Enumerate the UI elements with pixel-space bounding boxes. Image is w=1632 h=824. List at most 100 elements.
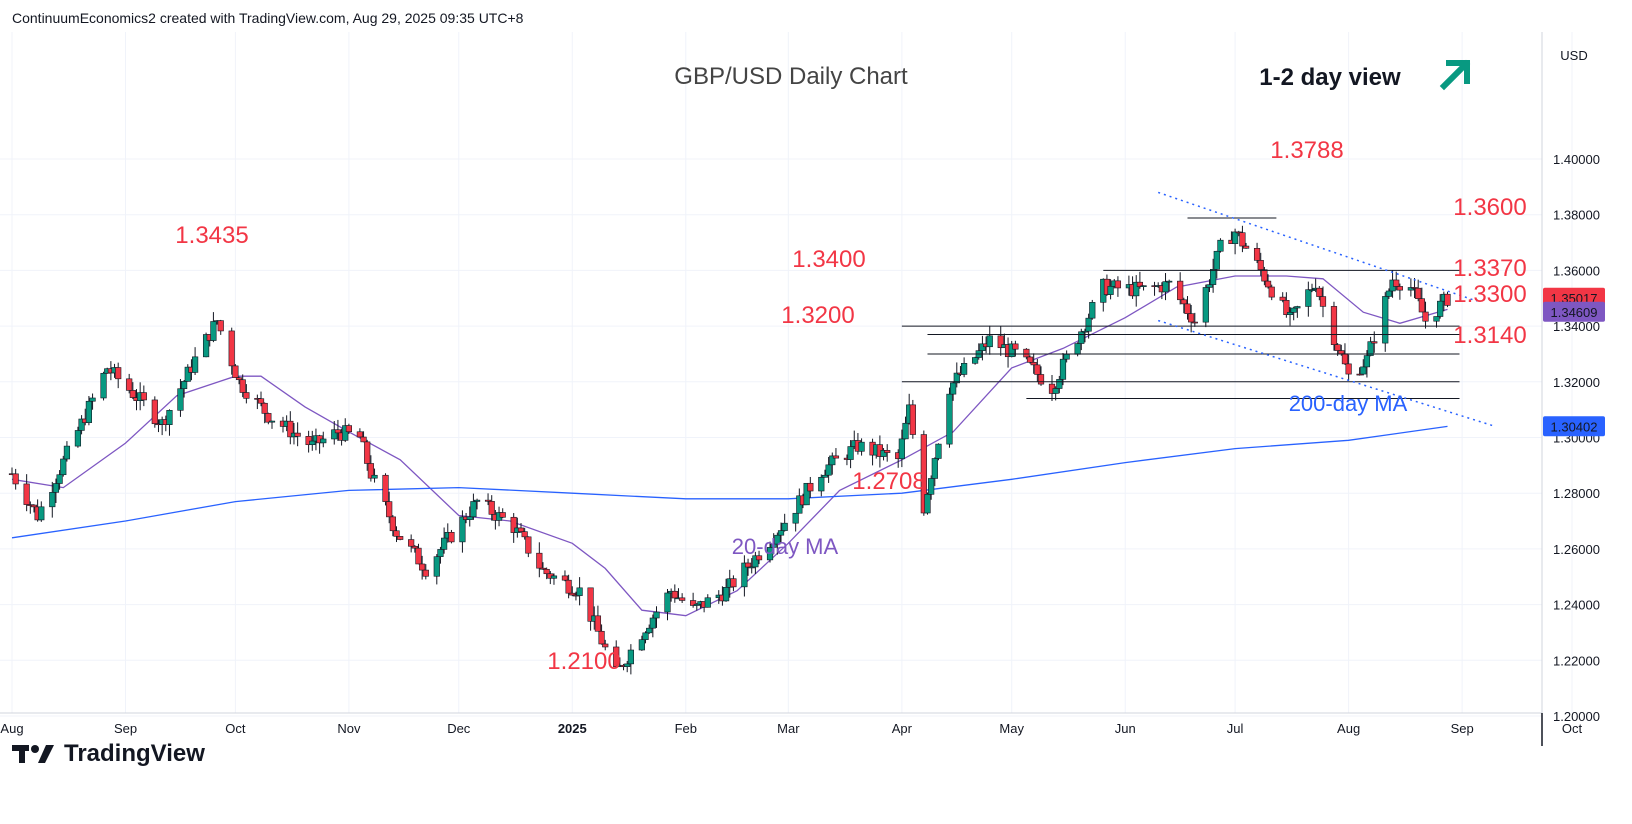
candle-body bbox=[305, 436, 312, 446]
candle-body bbox=[946, 393, 953, 445]
candle-body bbox=[1437, 300, 1444, 317]
candle-body bbox=[792, 512, 799, 524]
candle bbox=[1239, 225, 1246, 253]
candle bbox=[386, 491, 393, 524]
candle-body bbox=[627, 649, 634, 665]
candle bbox=[1206, 279, 1213, 293]
candle bbox=[265, 412, 272, 425]
time-tick-label: Sep bbox=[1451, 721, 1474, 736]
candle-body bbox=[1444, 293, 1451, 306]
level-label-1.3600: 1.3600 bbox=[1453, 194, 1526, 221]
candle bbox=[598, 624, 605, 645]
candle-body bbox=[30, 504, 38, 508]
tradingview-brand: TradingView bbox=[64, 740, 205, 767]
candle-body bbox=[331, 429, 338, 440]
candle bbox=[1360, 359, 1367, 376]
candle-body bbox=[1166, 280, 1173, 283]
candle bbox=[832, 448, 840, 459]
candle-body bbox=[1308, 289, 1316, 291]
candle-body bbox=[920, 434, 927, 514]
candle-body bbox=[924, 494, 931, 514]
candle-body bbox=[744, 562, 752, 568]
candle-body bbox=[1396, 286, 1403, 291]
price-tick-label: 1.38000 bbox=[1553, 208, 1600, 223]
candle bbox=[422, 564, 429, 580]
candle-body bbox=[1261, 269, 1268, 282]
candle-body bbox=[1382, 296, 1389, 344]
candle bbox=[1188, 304, 1195, 333]
candle-body bbox=[722, 587, 730, 602]
grid bbox=[0, 32, 1573, 717]
candle bbox=[459, 510, 466, 553]
candle-body bbox=[1177, 280, 1184, 301]
candle-body bbox=[466, 516, 473, 520]
candle bbox=[594, 605, 602, 632]
candle bbox=[217, 319, 224, 335]
candle-body bbox=[1206, 284, 1213, 288]
candle-body bbox=[1385, 290, 1393, 297]
time-tick-label: Mar bbox=[777, 721, 800, 736]
candle-body bbox=[561, 575, 569, 581]
candle-body bbox=[653, 611, 660, 619]
candle bbox=[1264, 274, 1272, 289]
candle-body bbox=[1231, 231, 1239, 244]
candle bbox=[576, 577, 583, 606]
level-label-1.3400: 1.3400 bbox=[792, 246, 865, 273]
candle bbox=[1213, 250, 1220, 279]
candle-body bbox=[1052, 388, 1059, 394]
candle bbox=[320, 431, 327, 448]
candle bbox=[722, 578, 730, 602]
tradingview-logo[interactable]: TradingView bbox=[12, 740, 205, 768]
candle bbox=[748, 558, 755, 574]
candle-body bbox=[902, 422, 909, 440]
candle bbox=[419, 555, 426, 580]
candle bbox=[690, 592, 697, 608]
candle bbox=[1316, 286, 1323, 301]
candle-body bbox=[565, 579, 572, 594]
time-axis: Aug Sep Oct Nov Dec 2025 Feb Mar Apr May Jun Jul Aug… bbox=[0, 721, 1582, 736]
candle-body bbox=[536, 552, 543, 569]
candle bbox=[415, 543, 422, 565]
candle-body bbox=[1023, 348, 1030, 358]
candle-body bbox=[441, 537, 448, 550]
candle-body bbox=[437, 549, 444, 557]
time-tick-label: Jul bbox=[1227, 721, 1244, 736]
candle-body bbox=[1012, 343, 1019, 350]
candle bbox=[1089, 299, 1096, 320]
candle-body bbox=[56, 474, 63, 484]
candle bbox=[210, 312, 217, 343]
candle bbox=[920, 430, 927, 516]
candle-body bbox=[473, 499, 481, 502]
candle-body bbox=[1407, 287, 1414, 291]
candle-body bbox=[624, 663, 631, 667]
price-badge-bg bbox=[1543, 301, 1605, 322]
candle bbox=[1008, 340, 1015, 358]
candle bbox=[961, 357, 968, 378]
price-tick-label: 1.40000 bbox=[1553, 152, 1600, 167]
candle bbox=[466, 506, 473, 527]
candle bbox=[1242, 242, 1250, 249]
candle-body bbox=[191, 356, 199, 373]
candle-body bbox=[1341, 353, 1349, 365]
candle bbox=[821, 469, 829, 478]
candle bbox=[807, 476, 814, 498]
candle-body bbox=[1338, 350, 1345, 355]
candle-body bbox=[690, 600, 697, 606]
candle bbox=[946, 387, 953, 448]
candle bbox=[1191, 312, 1198, 327]
candle bbox=[499, 508, 506, 519]
candle bbox=[1363, 350, 1371, 378]
candle-body bbox=[1257, 260, 1264, 270]
candle bbox=[184, 364, 191, 382]
candle bbox=[30, 504, 38, 513]
candle-body bbox=[576, 587, 583, 596]
candle-body bbox=[539, 567, 547, 570]
candle bbox=[437, 546, 444, 564]
candle bbox=[408, 534, 415, 553]
candlesticks bbox=[8, 225, 1451, 675]
candle-body bbox=[228, 330, 235, 367]
candle bbox=[1268, 284, 1275, 301]
candle bbox=[393, 526, 400, 543]
candle-body bbox=[858, 441, 865, 452]
candle-body bbox=[587, 587, 594, 622]
